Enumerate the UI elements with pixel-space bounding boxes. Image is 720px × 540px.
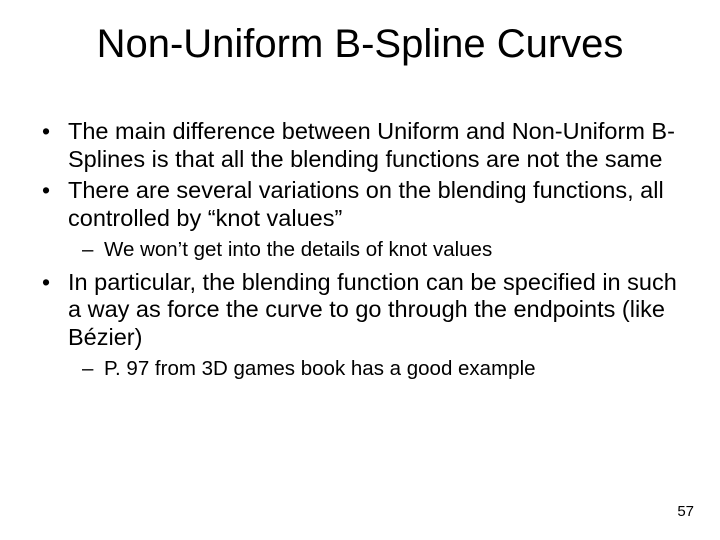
bullet-item: There are several variations on the blen… xyxy=(38,177,682,262)
bullet-text: In particular, the blending function can… xyxy=(68,269,677,350)
sub-bullet-item: We won’t get into the details of knot va… xyxy=(68,237,682,263)
sub-bullet-item: P. 97 from 3D games book has a good exam… xyxy=(68,356,682,382)
slide: Non-Uniform B-Spline Curves The main dif… xyxy=(0,0,720,540)
sub-bullet-text: P. 97 from 3D games book has a good exam… xyxy=(104,357,536,380)
slide-body: The main difference between Uniform and … xyxy=(38,118,682,387)
bullet-list: The main difference between Uniform and … xyxy=(38,118,682,381)
bullet-item: In particular, the blending function can… xyxy=(38,269,682,382)
sub-bullet-list: We won’t get into the details of knot va… xyxy=(68,237,682,263)
slide-title: Non-Uniform B-Spline Curves xyxy=(0,22,720,67)
bullet-text: The main difference between Uniform and … xyxy=(68,118,675,172)
page-number: 57 xyxy=(677,503,694,520)
bullet-item: The main difference between Uniform and … xyxy=(38,118,682,173)
sub-bullet-list: P. 97 from 3D games book has a good exam… xyxy=(68,356,682,382)
sub-bullet-text: We won’t get into the details of knot va… xyxy=(104,238,492,261)
bullet-text: There are several variations on the blen… xyxy=(68,177,664,231)
